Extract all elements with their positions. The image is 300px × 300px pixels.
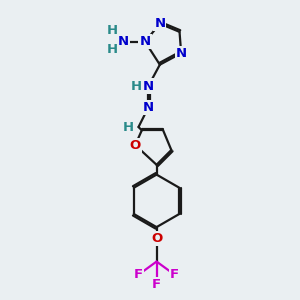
Text: N: N <box>143 101 154 114</box>
Text: O: O <box>151 232 162 245</box>
Text: H: H <box>130 80 142 92</box>
Text: F: F <box>170 268 179 281</box>
Text: N: N <box>176 47 187 60</box>
Text: F: F <box>134 268 143 281</box>
Text: H: H <box>123 121 134 134</box>
Text: N: N <box>140 35 151 48</box>
Text: H: H <box>107 44 118 56</box>
Text: H: H <box>107 24 118 37</box>
Text: O: O <box>130 139 141 152</box>
Text: N: N <box>118 35 129 48</box>
Text: F: F <box>152 278 161 291</box>
Text: N: N <box>143 80 154 92</box>
Text: N: N <box>154 17 165 30</box>
